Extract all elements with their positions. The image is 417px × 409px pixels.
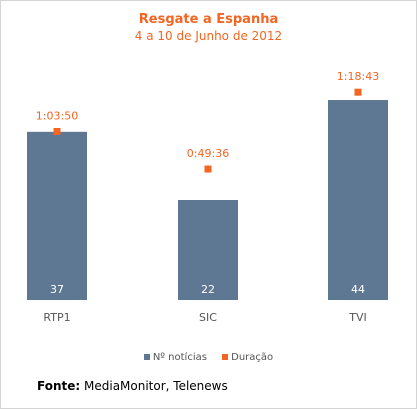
bar-sic <box>178 200 238 300</box>
legend-item-noticias: Nº notícias <box>143 352 207 363</box>
legend: Nº notícias Duração <box>0 352 417 363</box>
duration-marker <box>53 127 61 135</box>
legend-label-duracao: Duração <box>231 352 274 363</box>
legend-swatch-noticias <box>143 354 150 360</box>
source-text: MediaMonitor, Telenews <box>84 379 228 393</box>
duration-label: 0:49:36 <box>187 147 229 160</box>
chart-title: Resgate a Espanha <box>138 12 279 27</box>
bar-value-label: 37 <box>50 283 64 296</box>
duration-label: 1:18:43 <box>337 70 379 83</box>
duration-marker <box>354 88 362 96</box>
chart-subtitle: 4 a 10 de Junho de 2012 <box>134 29 283 43</box>
legend-swatch-duracao <box>222 354 229 360</box>
duration-label: 1:03:50 <box>36 109 78 122</box>
duration-marker <box>204 165 212 173</box>
bar-value-label: 22 <box>201 283 215 296</box>
x-tick-label: TVI <box>348 311 367 324</box>
bar-value-label: 44 <box>351 283 365 296</box>
x-tick-label: RTP1 <box>43 311 70 324</box>
bar-rtp1 <box>27 131 87 300</box>
bar-tvi <box>328 100 388 301</box>
source-note: Fonte: MediaMonitor, Telenews <box>37 379 228 393</box>
legend-item-duracao: Duração <box>222 352 273 363</box>
legend-label-noticias: Nº notícias <box>152 352 207 363</box>
x-tick-label: SIC <box>199 311 217 324</box>
source-label: Fonte: <box>37 379 81 393</box>
